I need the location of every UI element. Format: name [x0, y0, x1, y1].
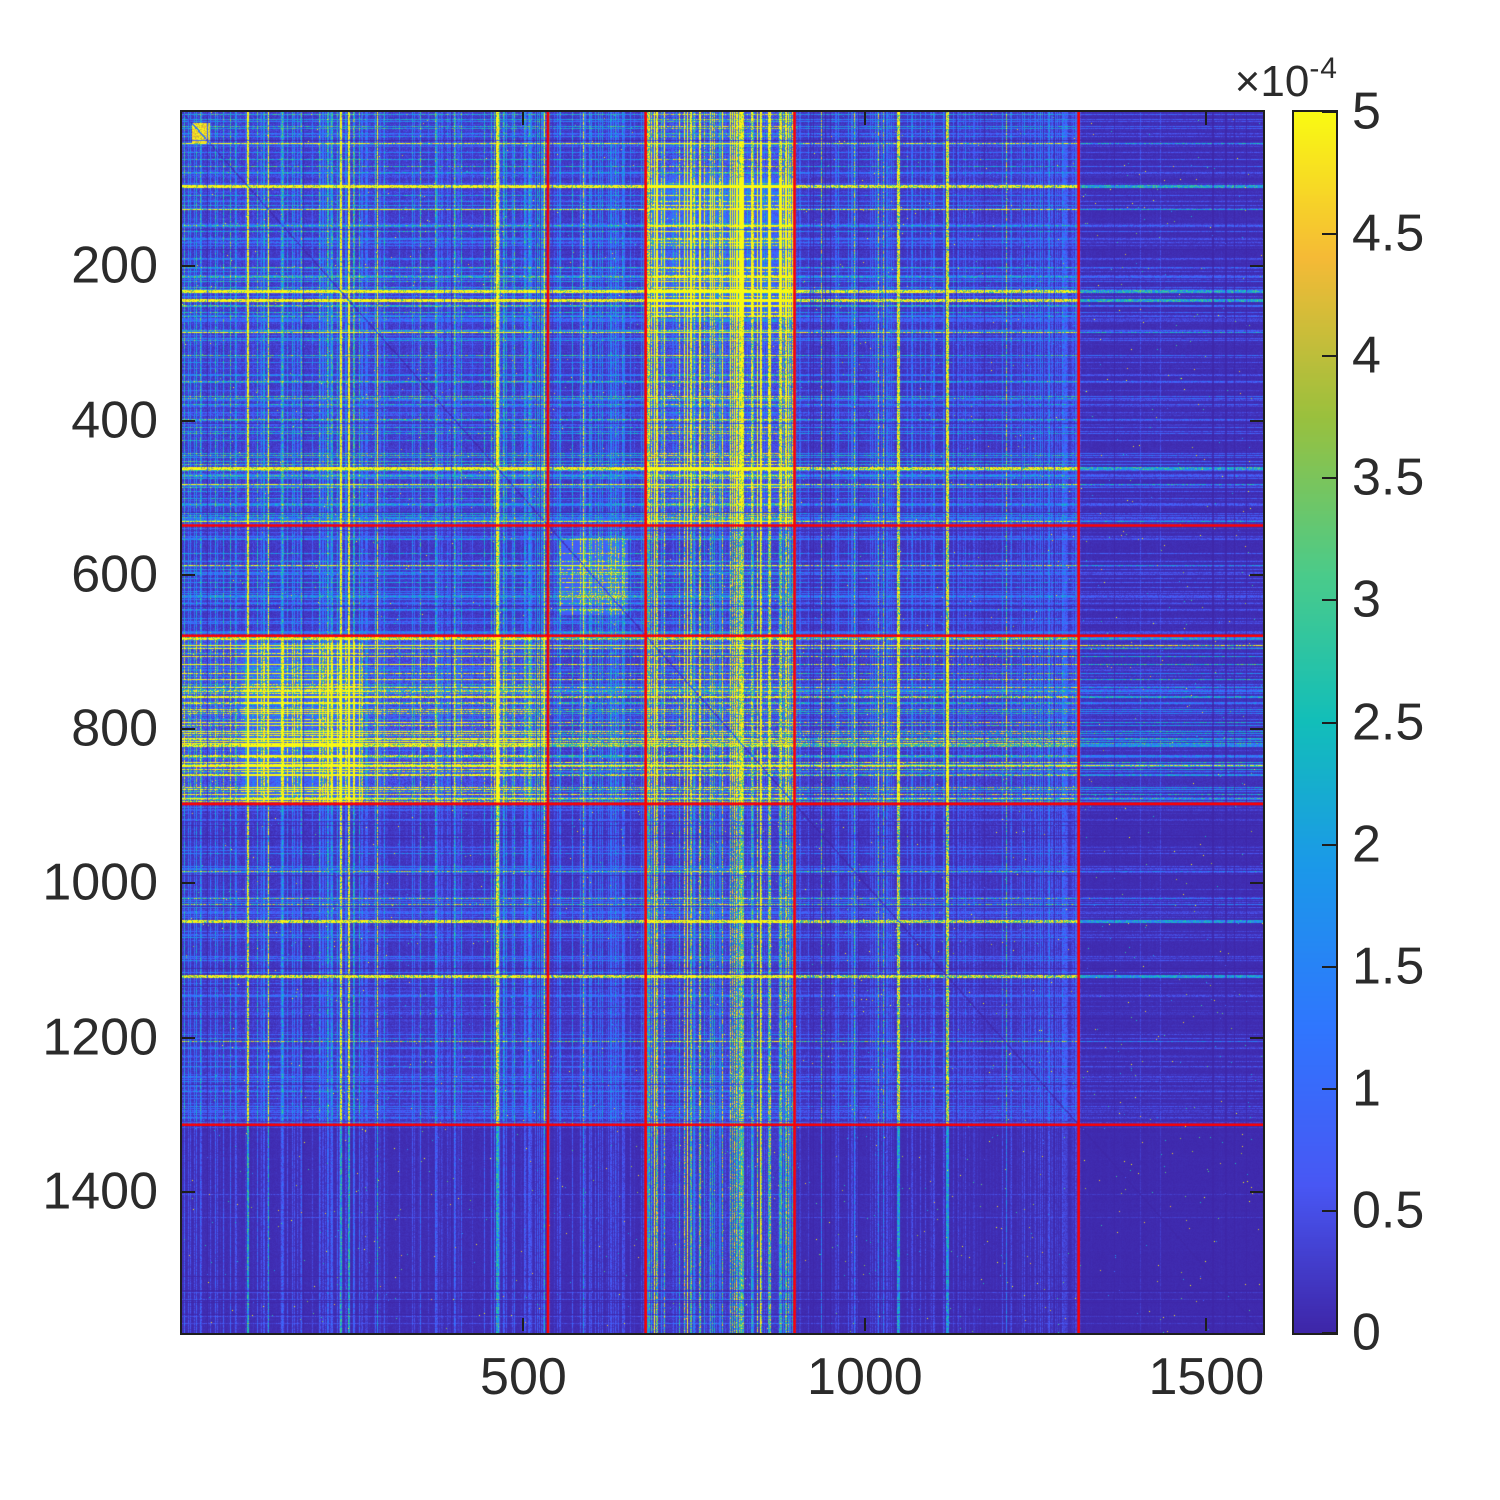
exponent-prefix: ×10 — [1234, 57, 1310, 106]
x-axis-tick-label: 500 — [480, 1348, 567, 1406]
colorbar-tick-label: 0 — [1352, 1303, 1381, 1362]
y-axis-tick — [182, 882, 195, 885]
y-axis-tick-label: 600 — [71, 545, 158, 604]
colorbar-tick — [1322, 843, 1336, 846]
exponent-value: -4 — [1309, 52, 1338, 85]
y-axis-tick — [182, 1036, 195, 1039]
colorbar-tick — [1322, 1087, 1336, 1090]
colorbar-tick — [1322, 477, 1336, 480]
colorbar-tick-label: 1 — [1352, 1059, 1381, 1118]
y-axis-tick — [182, 419, 195, 422]
colorbar-tick — [1322, 965, 1336, 968]
colorbar-tick — [1322, 111, 1336, 113]
colorbar-tick — [1322, 355, 1336, 358]
x-axis-tick-mirror — [863, 112, 866, 125]
y-axis-tick-mirror — [1250, 265, 1263, 268]
x-axis-tick — [1205, 1318, 1208, 1331]
colorbar-tick — [1322, 721, 1336, 724]
x-axis-tick-mirror — [522, 112, 525, 125]
y-axis-tick-mirror — [1250, 419, 1263, 422]
x-axis-tick-label: 1500 — [1148, 1348, 1265, 1406]
y-axis-tick — [182, 573, 195, 576]
x-axis-tick — [522, 1318, 525, 1331]
y-axis-tick-label: 200 — [71, 236, 158, 295]
y-axis-tick-label: 1200 — [42, 1008, 158, 1067]
y-axis-tick-mirror — [1250, 573, 1263, 576]
colorbar-tick-label: 5 — [1352, 82, 1381, 141]
colorbar-tick-label: 2.5 — [1352, 693, 1425, 752]
y-axis-tick-mirror — [1250, 1190, 1263, 1193]
colorbar-tick-label: 1.5 — [1352, 937, 1425, 996]
colorbar-tick-label: 3 — [1352, 571, 1381, 630]
colorbar-tick-label: 3.5 — [1352, 449, 1425, 507]
x-axis-tick-mirror — [1205, 112, 1208, 125]
colorbar-tick — [1322, 233, 1336, 236]
colorbar-tick-label: 2 — [1352, 815, 1381, 874]
y-axis-tick-mirror — [1250, 882, 1263, 885]
colorbar-tick-label: 0.5 — [1352, 1181, 1425, 1240]
colorbar-tick — [1322, 1209, 1336, 1212]
colorbar-tick-label: 4 — [1352, 326, 1381, 385]
colorbar-tick — [1322, 599, 1336, 602]
y-axis-tick-label: 800 — [71, 699, 158, 758]
y-axis-tick-mirror — [1250, 1036, 1263, 1039]
colorbar-tick — [1322, 1332, 1336, 1334]
y-axis-tick — [182, 265, 195, 268]
colorbar-tick-label: 4.5 — [1352, 204, 1425, 263]
colorbar-exponent-label: ×10-4 — [1235, 52, 1338, 107]
y-axis-tick-label: 1000 — [42, 854, 158, 913]
x-axis-tick — [863, 1318, 866, 1331]
heatmap-axes — [180, 110, 1265, 1335]
y-axis-tick-label: 1400 — [42, 1162, 158, 1221]
x-axis-tick-label: 1000 — [807, 1348, 923, 1406]
y-axis-tick — [182, 1190, 195, 1193]
y-axis-tick — [182, 728, 195, 731]
y-axis-tick-mirror — [1250, 728, 1263, 731]
y-axis-tick-label: 400 — [71, 391, 158, 450]
heatmap-image — [182, 112, 1263, 1333]
